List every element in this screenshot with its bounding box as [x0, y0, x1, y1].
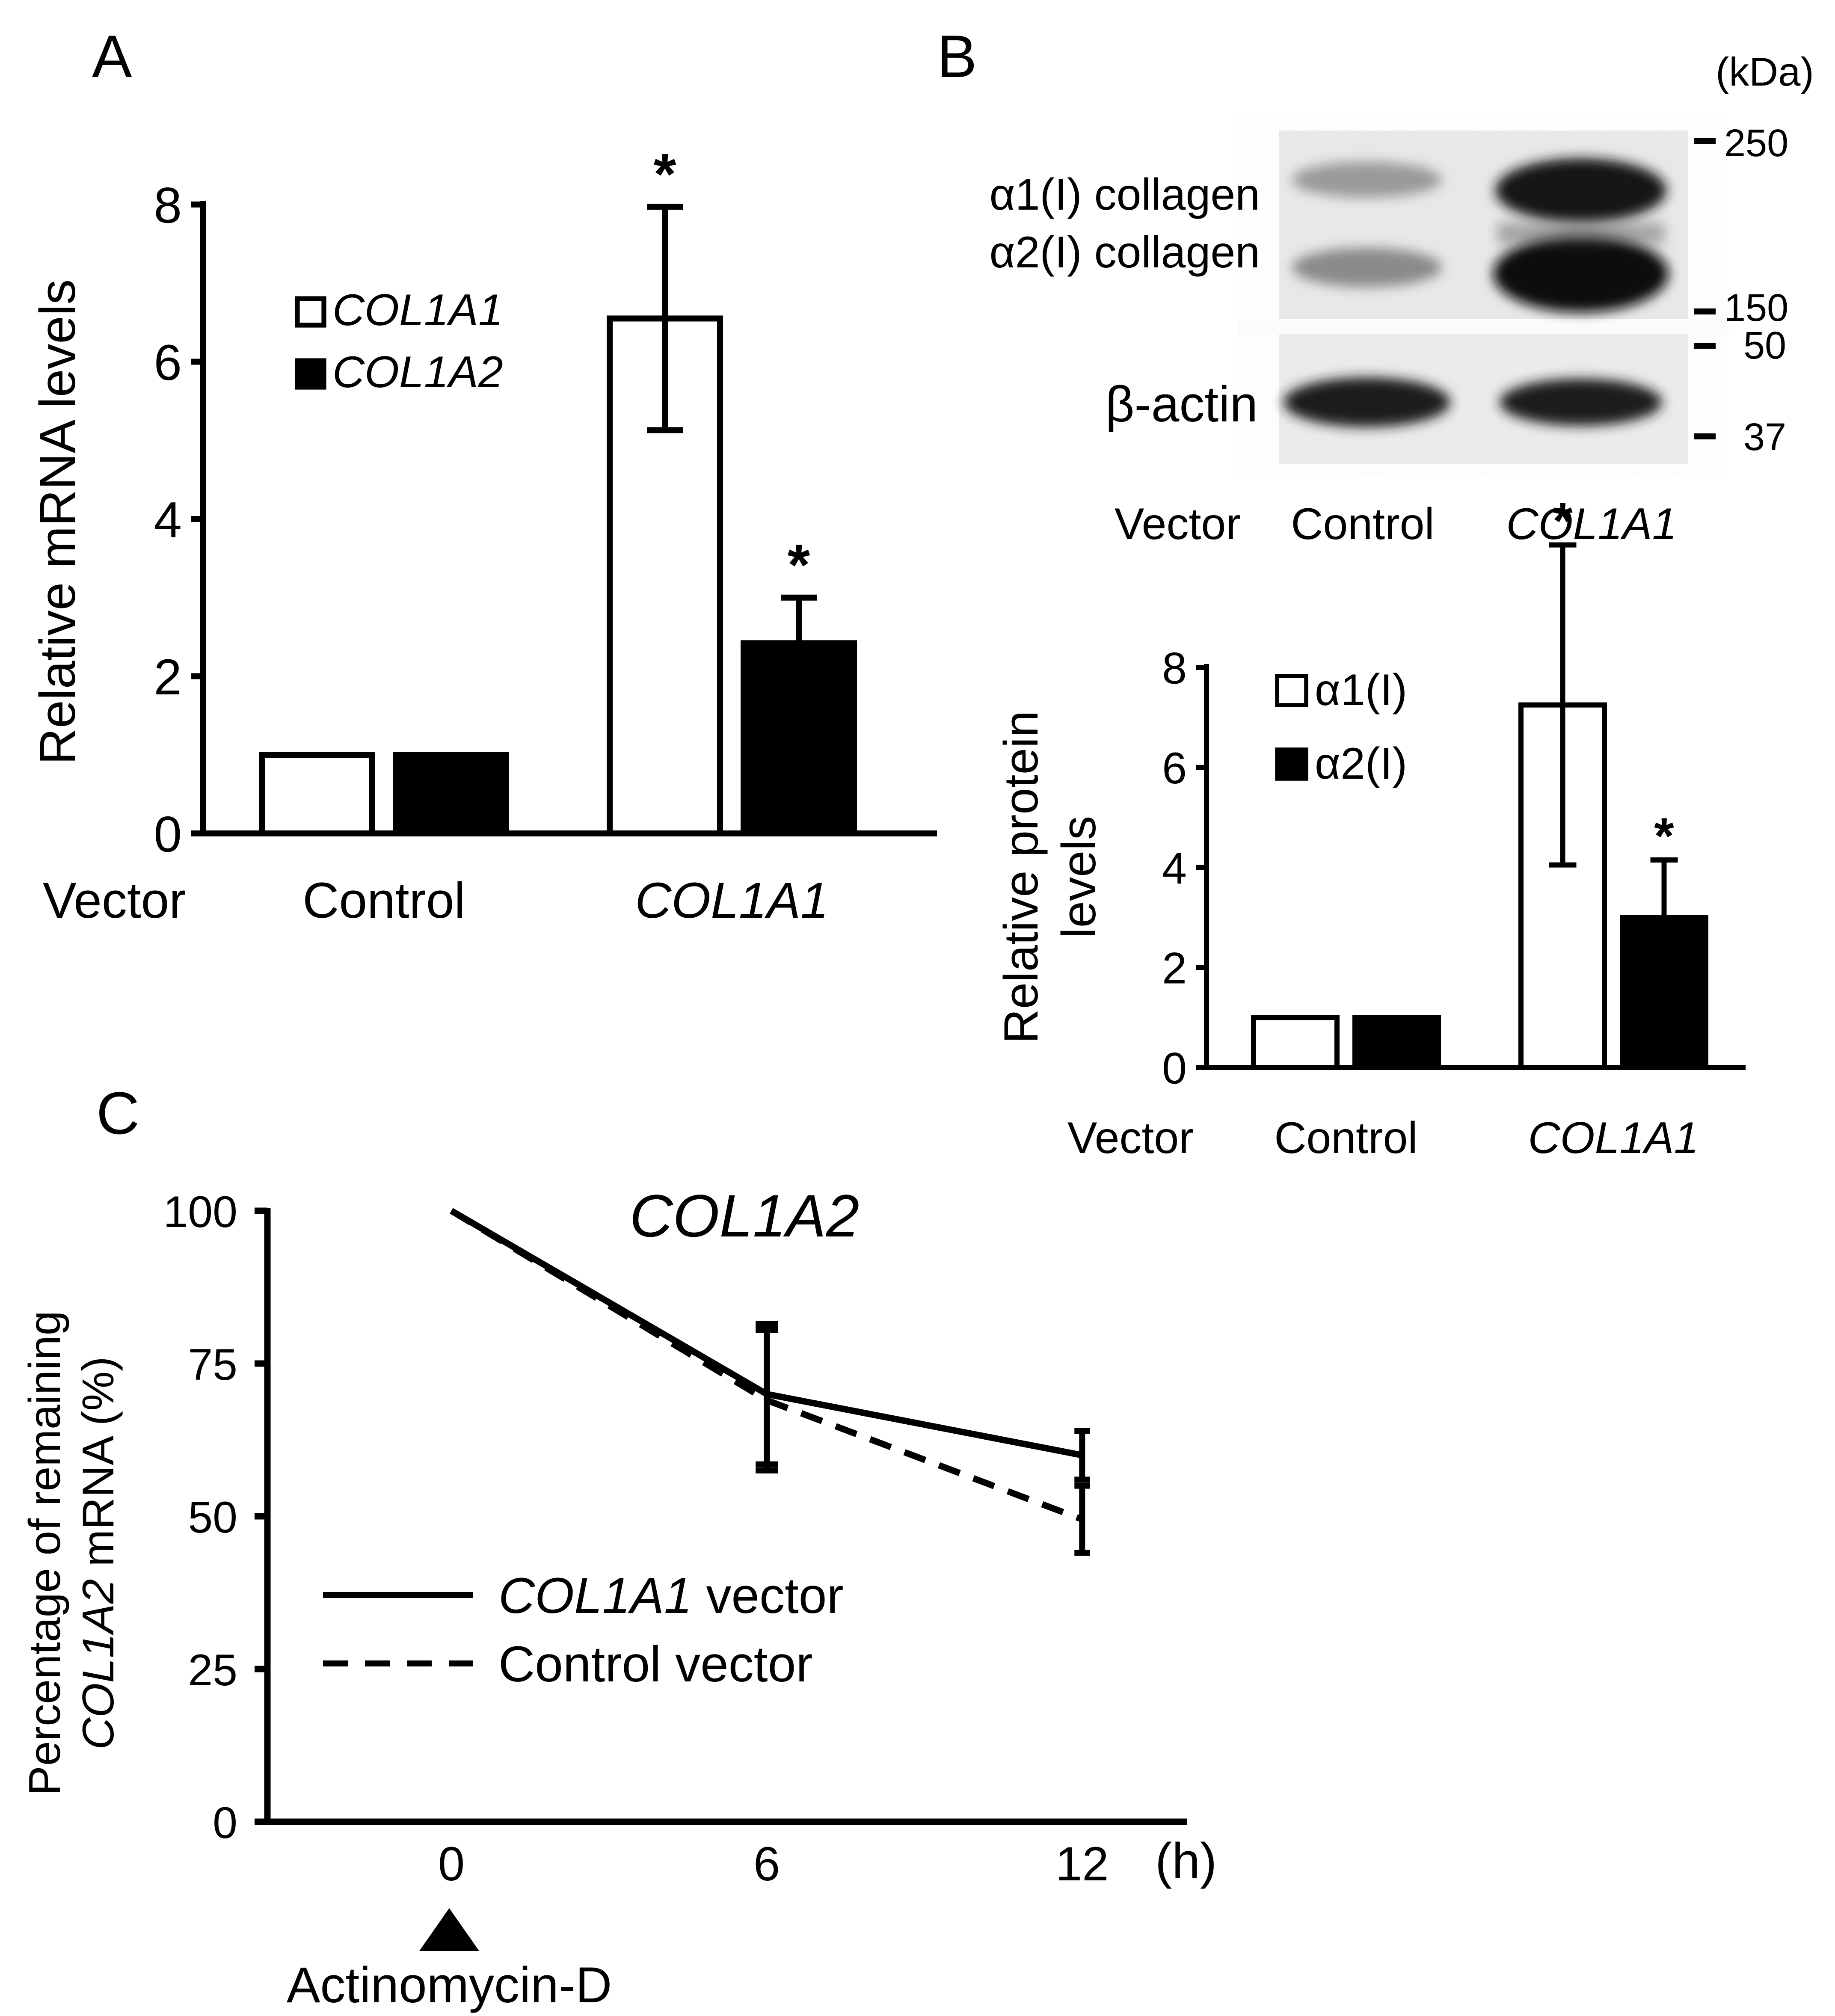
y-tick-label: 0	[1162, 1044, 1187, 1093]
panel-c-title: COL1A2	[630, 1182, 860, 1249]
mw-250: 250	[1724, 122, 1788, 165]
panel-a-category-labels: Control COL1A1	[302, 872, 828, 929]
bar-0-1	[1352, 1015, 1441, 1070]
panel-b-bars: **	[1251, 493, 1708, 1070]
actinomycin-arrow-icon	[419, 1908, 479, 1951]
mw-37: 37	[1743, 416, 1786, 459]
bar-1-1	[741, 640, 857, 836]
panel-c-series	[450, 1208, 1090, 1556]
panel-a-y-axis-label: Relative mRNA levels	[30, 279, 86, 765]
mw-markers	[1694, 138, 1716, 439]
blot-row-label: Vector	[1115, 499, 1241, 549]
panel-b-category-labels: Control COL1A1	[1274, 1113, 1699, 1163]
category-label: COL1A1	[1528, 1113, 1699, 1163]
x-tick-label: 6	[753, 1837, 780, 1891]
panel-b-legend: α1(I) α2(I)	[1275, 665, 1407, 789]
bar-0-1	[393, 752, 509, 836]
panel-b-row-label: Vector	[1067, 1113, 1194, 1163]
category-label: COL1A1	[635, 872, 829, 929]
panel-a-y-ticks: 0 2 4 6 8	[154, 177, 203, 863]
panel-b-label: B	[937, 23, 977, 90]
x-unit-label: (h)	[1155, 1833, 1217, 1889]
panel-b-y-ticks: 0 2 4 6 8	[1162, 643, 1207, 1093]
legend-label: α1(I)	[1315, 665, 1407, 715]
panel-a-legend: COL1A1 COL1A2	[295, 285, 503, 397]
panel-c: C COL1A2 0 25 50 75 100 0 6 12 Percentage of r…	[20, 1079, 1217, 2013]
legend-label: COL1A2	[332, 347, 503, 397]
mw-150: 150	[1724, 287, 1788, 329]
panel-c-axes	[255, 1208, 1187, 1825]
panel-c-legend: COL1A1 vector Control vector	[323, 1568, 844, 1693]
y-tick-label: 100	[163, 1187, 237, 1237]
band-label-actin: β-actin	[1106, 376, 1258, 433]
y-tick-label: 0	[213, 1798, 237, 1848]
legend-label: Control vector	[498, 1636, 813, 1693]
kda-label: (kDa)	[1716, 49, 1814, 94]
panel-c-y-axis-label-line2: COL1A2 mRNA (%)	[74, 1357, 123, 1750]
y-tick-label: 6	[154, 335, 182, 391]
panel-c-y-axis-label-line1: Percentage of remaining	[20, 1310, 70, 1795]
legend-label: COL1A1 vector	[498, 1568, 844, 1624]
y-tick-label: 4	[1162, 844, 1187, 893]
blot-lane-control: Control	[1291, 499, 1434, 549]
blot-lane-col1a1: COL1A1	[1506, 499, 1677, 549]
band-control-actin	[1284, 377, 1450, 427]
panel-c-label: C	[96, 1079, 139, 1147]
panel-a-row-label: Vector	[43, 872, 186, 929]
category-label: Control	[302, 872, 465, 929]
treatment-label: Actinomycin-D	[287, 1957, 612, 2013]
legend-swatch	[1275, 674, 1308, 707]
panel-b-y-axis-label-line2: levels	[1052, 816, 1106, 938]
y-tick-label: 6	[1162, 744, 1187, 793]
legend-label: COL1A1	[332, 285, 503, 335]
band-label-alpha1: α1(I) collagen	[990, 170, 1260, 219]
significance-star: *	[1654, 808, 1674, 865]
significance-star: *	[654, 142, 676, 207]
mw-50: 50	[1743, 324, 1786, 367]
y-tick-label: 8	[1162, 643, 1187, 693]
legend-swatch	[295, 358, 326, 390]
band-col1a1-alpha2	[1493, 235, 1669, 312]
category-label: Control	[1274, 1113, 1417, 1163]
panel-c-x-ticks: 0 6 12	[438, 1837, 1109, 1891]
x-tick-label: 0	[438, 1837, 465, 1891]
bar-0-0	[1251, 1015, 1340, 1070]
bar-0-0	[259, 752, 375, 836]
x-tick-label: 12	[1055, 1837, 1109, 1891]
y-tick-label: 4	[154, 492, 182, 548]
y-tick-label: 75	[188, 1340, 237, 1390]
panel-b-y-axis-label-line1: Relative protein	[994, 711, 1048, 1044]
significance-star: *	[788, 532, 810, 597]
y-tick-label: 0	[154, 806, 182, 863]
y-tick-label: 8	[154, 177, 182, 234]
series-line-1	[450, 1208, 1083, 1523]
band-control-alpha1	[1292, 162, 1442, 198]
legend-swatch	[1275, 747, 1308, 781]
panel-c-y-ticks: 0 25 50 75 100	[163, 1187, 267, 1848]
bar-1-1	[1620, 915, 1708, 1070]
panel-b-western-blot: B (kDa) 250 150 50 37 α1(I) collagen α2(…	[937, 23, 1814, 549]
y-tick-label: 50	[188, 1493, 237, 1542]
panel-a-bars: **	[259, 142, 857, 836]
band-control-alpha2	[1292, 248, 1442, 287]
significance-star: *	[1553, 493, 1573, 550]
y-tick-label: 25	[188, 1645, 237, 1695]
panel-a-label: A	[92, 23, 132, 90]
band-col1a1-actin	[1500, 379, 1662, 426]
band-label-alpha2: α2(I) collagen	[990, 228, 1260, 277]
y-tick-label: 2	[1162, 944, 1187, 993]
legend-swatch	[295, 296, 326, 328]
y-tick-label: 2	[154, 649, 182, 706]
band-col1a1-alpha1	[1495, 158, 1666, 222]
legend-label: α2(I)	[1315, 739, 1407, 789]
